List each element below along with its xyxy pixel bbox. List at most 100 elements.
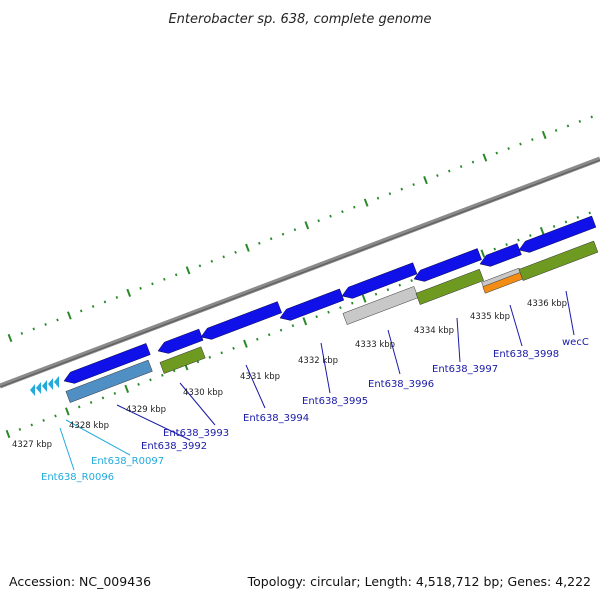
kbp-label: 4329 kbp xyxy=(126,405,166,415)
gene-label: Ent638_3994 xyxy=(243,413,309,424)
misc-feature-box xyxy=(159,346,206,374)
outer-minor-tick xyxy=(495,151,499,155)
leader-line xyxy=(565,290,575,336)
inner-minor-tick xyxy=(208,355,212,359)
outer-minor-tick xyxy=(293,228,297,232)
trna-chevron-icon xyxy=(54,376,59,388)
inner-minor-tick xyxy=(30,423,34,427)
leader-line xyxy=(387,329,401,375)
outer-minor-tick xyxy=(471,160,475,164)
outer-minor-tick xyxy=(578,120,582,123)
inner-minor-tick xyxy=(493,247,497,251)
inner-minor-tick xyxy=(279,328,283,332)
outer-major-tick xyxy=(126,288,132,297)
inner-minor-tick xyxy=(18,428,22,431)
cds-ent638-3994-arrow xyxy=(200,301,283,340)
accession-text: Accession: NC_009436 xyxy=(9,574,151,589)
leader-line xyxy=(456,317,461,363)
kbp-label: 4332 kbp xyxy=(298,356,338,366)
outer-minor-tick xyxy=(32,327,36,331)
outer-minor-tick xyxy=(507,147,510,150)
inner-minor-tick xyxy=(552,225,556,228)
inner-major-tick xyxy=(302,317,308,326)
outer-major-tick xyxy=(7,333,13,343)
inner-major-tick xyxy=(124,384,130,393)
inner-minor-tick xyxy=(220,351,223,355)
inner-minor-tick xyxy=(351,301,354,305)
inner-minor-tick xyxy=(505,243,508,246)
leader-line xyxy=(65,419,131,456)
kbp-label: 4327 kbp xyxy=(12,440,52,450)
outer-minor-tick xyxy=(317,219,320,223)
outer-minor-tick xyxy=(91,304,95,308)
inner-minor-tick xyxy=(161,373,164,377)
outer-minor-tick xyxy=(210,259,214,263)
kbp-label: 4334 kbp xyxy=(414,326,454,336)
gene-label: Ent638_R0096 xyxy=(41,472,114,483)
inner-minor-tick xyxy=(386,288,390,292)
cds-ent638-3993-arrow xyxy=(157,328,204,354)
inner-minor-tick xyxy=(327,310,330,314)
cds-ent638-3996-arrow xyxy=(341,262,418,299)
outer-minor-tick xyxy=(353,205,356,209)
kbp-label: 4328 kbp xyxy=(69,421,109,431)
outer-minor-tick xyxy=(566,124,570,128)
inner-minor-tick xyxy=(576,216,580,219)
trna-chevron-icon xyxy=(30,384,35,396)
kbp-label: 4330 kbp xyxy=(183,388,223,398)
inner-minor-tick xyxy=(149,378,152,382)
trna-chevron-icon xyxy=(42,380,47,392)
inner-tick-ring xyxy=(5,211,591,439)
outer-minor-tick xyxy=(151,282,154,286)
outer-minor-tick xyxy=(115,295,119,299)
inner-minor-tick xyxy=(315,315,318,319)
outer-major-tick xyxy=(541,130,547,140)
outer-minor-tick xyxy=(388,192,392,196)
inner-minor-tick xyxy=(137,382,140,386)
gene-label: Ent638_3995 xyxy=(302,396,368,407)
outer-major-tick xyxy=(304,221,310,230)
misc-feature-box xyxy=(415,268,485,305)
gene-label: Ent638_3998 xyxy=(493,349,559,360)
outer-minor-tick xyxy=(20,332,24,335)
cds-ent638-3998-arrow xyxy=(479,243,522,267)
kbp-label: 4331 kbp xyxy=(240,372,280,382)
inner-major-tick xyxy=(361,294,367,303)
leader-line xyxy=(320,342,331,394)
leader-line xyxy=(116,404,191,441)
cds-ent638-3997-arrow xyxy=(413,248,482,282)
outer-minor-tick xyxy=(103,300,107,304)
inner-minor-tick xyxy=(410,279,413,283)
label-leader-lines xyxy=(59,290,575,471)
inner-minor-tick xyxy=(374,292,378,296)
outer-minor-tick xyxy=(554,129,558,132)
outer-minor-tick xyxy=(329,214,332,218)
leader-line xyxy=(179,382,216,426)
outer-minor-tick xyxy=(519,142,522,146)
inner-minor-tick xyxy=(529,234,532,237)
inner-minor-tick xyxy=(101,396,105,400)
outer-minor-tick xyxy=(234,250,237,254)
outer-minor-tick xyxy=(281,232,285,236)
outer-minor-tick xyxy=(376,196,380,200)
inner-minor-tick xyxy=(42,419,45,422)
outer-minor-tick xyxy=(341,210,344,214)
outer-major-tick xyxy=(363,198,369,207)
gene-labels: Ent638_R0096 Ent638_R0097 Ent638_3992 Ent63… xyxy=(41,337,589,483)
backbone-shadow-line xyxy=(0,159,600,388)
kbp-label: 4335 kbp xyxy=(470,312,510,322)
outer-minor-tick xyxy=(269,237,273,241)
outer-major-tick xyxy=(423,176,428,185)
cds-ent638-3995-arrow xyxy=(279,288,345,321)
outer-minor-tick xyxy=(56,318,59,322)
feature-track xyxy=(30,215,599,403)
kbp-label: 4333 kbp xyxy=(355,340,395,350)
outer-minor-tick xyxy=(459,165,463,169)
cds-ent638-3992-arrow xyxy=(63,343,151,384)
gene-label: Ent638_3992 xyxy=(141,441,207,452)
outer-minor-tick xyxy=(531,138,534,141)
outer-minor-tick xyxy=(163,277,166,281)
leader-line xyxy=(509,304,523,347)
inner-minor-tick xyxy=(89,400,93,404)
inner-major-tick xyxy=(480,249,486,258)
